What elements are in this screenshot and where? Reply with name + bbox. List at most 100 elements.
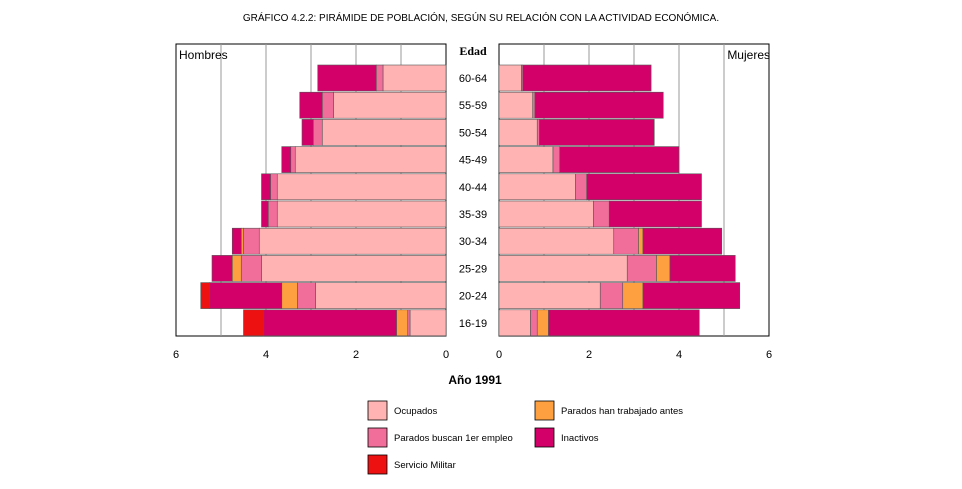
hombres-bar-inactivos (299, 91, 323, 119)
hombres-bar-inactivos (209, 282, 283, 309)
mujeres-bar-parados-han-trabajado-antes (622, 282, 644, 309)
mujeres-bar-ocupados (498, 200, 594, 228)
hombres-panel (175, 43, 447, 337)
hombres-bar-ocupados (315, 282, 447, 309)
hombres-bar-parados-buscan-1er-empleo (375, 64, 384, 92)
hombres-bar-parados-han-trabajado-antes (240, 227, 244, 255)
mujeres-label: Mujeres (727, 48, 770, 62)
age-label: 20-24 (459, 291, 487, 303)
hombres-tick-label: 2 (353, 349, 359, 361)
hombres-bar-parados-buscan-1er-empleo (243, 227, 260, 255)
mujeres-tick-label: 2 (586, 349, 592, 361)
mujeres-bar-parados-buscan-1er-empleo (532, 91, 536, 119)
hombres-bar-ocupados (276, 173, 447, 201)
legend-swatch (367, 427, 388, 448)
mujeres-bar-parados-han-trabajado-antes (656, 255, 671, 282)
mujeres-bar-ocupados (498, 173, 576, 201)
mujeres-bar-ocupados (498, 282, 601, 309)
mujeres-bar-ocupados (498, 119, 538, 146)
hombres-tick-label: 4 (263, 349, 269, 361)
hombres-bar-ocupados (382, 64, 447, 92)
hombres-bar-ocupados (294, 146, 447, 173)
mujeres-bar-parados-buscan-1er-empleo (552, 146, 561, 173)
mujeres-bar-ocupados (498, 255, 628, 282)
mujeres-bar-inactivos (534, 91, 664, 119)
legend: Ocupados Parados han trabajado antes Parad… (367, 400, 683, 475)
legend-label: Parados han trabajado antes (561, 406, 683, 417)
hombres-bar-parados-buscan-1er-empleo (240, 255, 262, 282)
hombres-bar-inactivos (211, 255, 233, 282)
age-label: 60-64 (459, 73, 487, 85)
hombres-bar-ocupados (258, 227, 447, 255)
hombres-bar-inactivos (261, 200, 269, 228)
mujeres-bar-inactivos (642, 282, 741, 309)
age-label: 35-39 (459, 209, 487, 221)
legend-label: Parados buscan 1er empleo (394, 433, 513, 444)
mujeres-bar-inactivos (548, 309, 700, 337)
legend-label: Ocupados (394, 406, 438, 417)
mujeres-bar-parados-buscan-1er-empleo (613, 227, 639, 255)
mujeres-tick-label: 4 (676, 349, 682, 361)
legend-swatch (534, 427, 555, 448)
hombres-bar-parados-buscan-1er-empleo (290, 146, 296, 173)
legend-label: Servicio Militar (394, 460, 456, 471)
x-axis-title: Año 1991 (448, 373, 502, 387)
mujeres-bar-ocupados (498, 64, 522, 92)
legend-label: Inactivos (561, 433, 599, 444)
hombres-bar-servicio-militar (243, 309, 265, 337)
hombres-bar-ocupados (261, 255, 447, 282)
mujeres-bar-parados-buscan-1er-empleo (530, 309, 538, 337)
mujeres-bar-parados-han-trabajado-antes (638, 227, 644, 255)
mujeres-bar-inactivos (608, 200, 702, 228)
mujeres-bar-ocupados (498, 309, 531, 337)
mujeres-bar-parados-buscan-1er-empleo (593, 200, 610, 228)
mujeres-tick-label: 0 (496, 349, 502, 361)
age-label: 30-34 (459, 236, 487, 248)
hombres-tick-label: 6 (173, 349, 179, 361)
hombres-bar-parados-buscan-1er-empleo (321, 91, 334, 119)
age-label: 16-19 (459, 318, 487, 330)
age-labels: 60-64 55-59 50-54 45-49 40-44 35-39 30-34 25-29… (459, 73, 487, 330)
age-label: 25-29 (459, 263, 487, 275)
hombres-bar-inactivos (263, 309, 397, 337)
mujeres-bar-ocupados (498, 91, 534, 119)
hombres-bar-parados-buscan-1er-empleo (297, 282, 316, 309)
hombres-bar-ocupados (409, 309, 447, 337)
hombres-bar-parados-buscan-1er-empleo (312, 119, 323, 146)
mujeres-bar-parados-buscan-1er-empleo (575, 173, 588, 201)
hombres-bar-inactivos (261, 173, 271, 201)
mujeres-panel (498, 43, 770, 337)
hombres-bar-parados-buscan-1er-empleo (267, 200, 278, 228)
hombres-bar-parados-han-trabajado-antes (396, 309, 409, 337)
mujeres-tick-label: 6 (766, 349, 772, 361)
legend-swatch (367, 400, 388, 421)
mujeres-bar-ocupados (498, 146, 554, 173)
age-label: 45-49 (459, 155, 487, 167)
hombres-bar-inactivos (231, 227, 242, 255)
age-label: 40-44 (459, 182, 487, 194)
age-label: 50-54 (459, 127, 487, 139)
legend-swatch (367, 454, 388, 475)
mujeres-bar-inactivos (522, 64, 652, 92)
mujeres-bar-parados-buscan-1er-empleo (626, 255, 657, 282)
hombres-bar-inactivos (281, 146, 292, 173)
mujeres-bar-parados-buscan-1er-empleo (536, 119, 540, 146)
hombres-bar-parados-buscan-1er-empleo (270, 173, 278, 201)
hombres-tick-label: 0 (443, 349, 449, 361)
age-label: 55-59 (459, 100, 487, 112)
hombres-bar-inactivos (301, 119, 314, 146)
mujeres-bar-parados-han-trabajado-antes (536, 309, 549, 337)
mujeres-bar-inactivos (559, 146, 680, 173)
hombres-label: Hombres (179, 48, 228, 62)
hombres-bar-servicio-militar (200, 282, 211, 309)
hombres-bar-parados-han-trabajado-antes (231, 255, 242, 282)
hombres-bar-ocupados (321, 119, 447, 146)
mujeres-bar-inactivos (669, 255, 736, 282)
mujeres-bar-ocupados (498, 227, 615, 255)
mujeres-bar-inactivos (642, 227, 723, 255)
mujeres-bar-parados-buscan-1er-empleo (599, 282, 624, 309)
hombres-bar-ocupados (276, 200, 447, 228)
axis-ticks: 0 0 2 2 4 4 6 6 (173, 349, 772, 361)
mujeres-bar-inactivos (586, 173, 702, 201)
